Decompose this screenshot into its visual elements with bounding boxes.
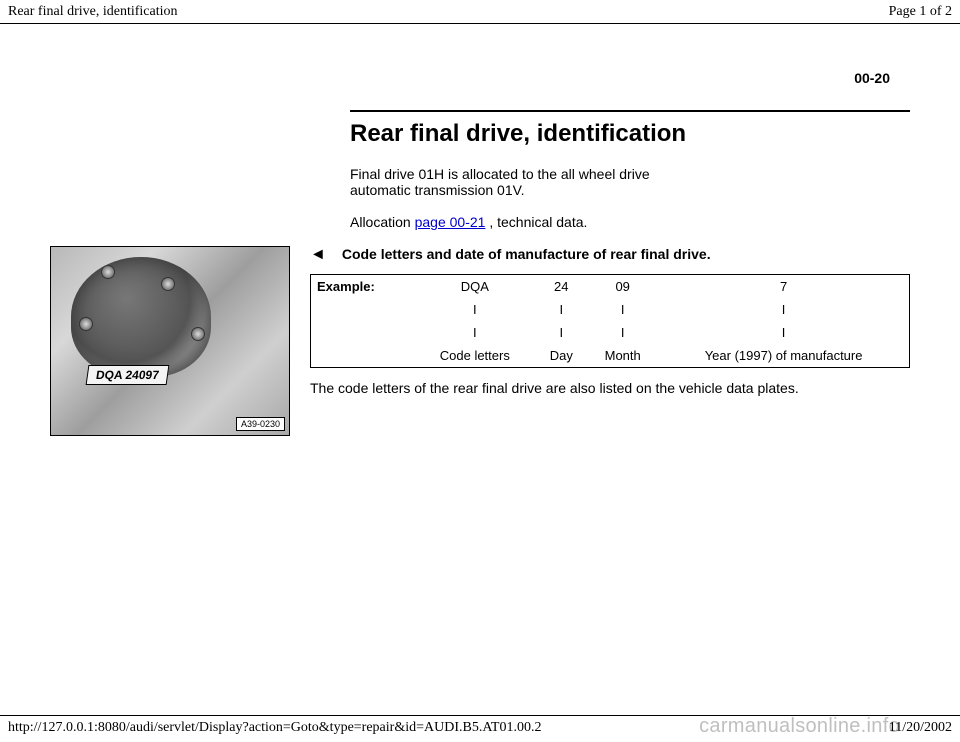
intro-paragraph-1: Final drive 01H is allocated to the all …: [350, 166, 680, 198]
title-block: Rear final drive, identification: [350, 110, 910, 148]
table-cell: I: [414, 321, 535, 344]
code-table: Example: DQA 24 09 7 I I I I I I: [310, 274, 910, 368]
footer-url: http://127.0.0.1:8080/audi/servlet/Displ…: [8, 720, 541, 736]
table-row: I I I I: [311, 298, 910, 321]
content: Rear final drive, identification Final d…: [0, 110, 960, 436]
text-column: ◄ Code letters and date of manufacture o…: [310, 246, 910, 396]
table-cell: I: [587, 321, 658, 344]
header-title: Rear final drive, identification: [8, 4, 178, 20]
header-page: Page 1 of 2: [889, 4, 952, 20]
pointer-icon: ◄: [310, 246, 326, 264]
allocation-suffix: , technical data.: [489, 214, 587, 230]
table-cell: DQA: [414, 275, 535, 299]
allocation-link[interactable]: page 00-21: [415, 214, 486, 230]
table-cell-label: Example:: [311, 275, 415, 299]
watermark-text: carmanualsonline.info: [699, 715, 900, 738]
figure-column: DQA 24097 A39-0230: [50, 246, 290, 436]
table-row: I I I I: [311, 321, 910, 344]
page-header: Rear final drive, identification Page 1 …: [0, 0, 960, 24]
table-cell: 09: [587, 275, 658, 299]
page-title: Rear final drive, identification: [350, 110, 910, 148]
table-cell: Year (1997) of manufacture: [658, 344, 909, 368]
figure-and-text-row: DQA 24097 A39-0230 ◄ Code letters and da…: [50, 246, 910, 436]
table-row: Example: DQA 24 09 7: [311, 275, 910, 299]
allocation-prefix: Allocation: [350, 214, 415, 230]
figure-plate-label: DQA 24097: [86, 365, 170, 385]
table-cell: Day: [535, 344, 587, 368]
figure-bolt-icon: [101, 265, 115, 279]
intro-paragraph-2: Allocation page 00-21 , technical data.: [350, 214, 910, 230]
table-cell: 24: [535, 275, 587, 299]
figure-bolt-icon: [79, 317, 93, 331]
table-cell: I: [658, 321, 909, 344]
figure-bolt-icon: [161, 277, 175, 291]
figure-rear-final-drive: DQA 24097 A39-0230: [50, 246, 290, 436]
table-row: Code letters Day Month Year (1997) of ma…: [311, 344, 910, 368]
footer-date: 11/20/2002: [889, 720, 952, 736]
table-cell: I: [587, 298, 658, 321]
table-cell: Month: [587, 344, 658, 368]
subsection-heading: Code letters and date of manufacture of …: [342, 246, 711, 264]
table-cell-label: [311, 344, 415, 368]
table-cell: Code letters: [414, 344, 535, 368]
figure-reference-code: A39-0230: [236, 417, 285, 431]
table-cell: I: [535, 321, 587, 344]
table-cell: I: [658, 298, 909, 321]
note-paragraph: The code letters of the rear final drive…: [310, 380, 870, 396]
table-cell: 7: [658, 275, 909, 299]
table-cell-label: [311, 321, 415, 344]
subsection-row: ◄ Code letters and date of manufacture o…: [310, 246, 910, 264]
section-page-number: 00-20: [854, 70, 890, 86]
footer-divider: [0, 715, 960, 716]
table-cell: I: [535, 298, 587, 321]
figure-bolt-icon: [191, 327, 205, 341]
table-cell: I: [414, 298, 535, 321]
table-cell-label: [311, 298, 415, 321]
